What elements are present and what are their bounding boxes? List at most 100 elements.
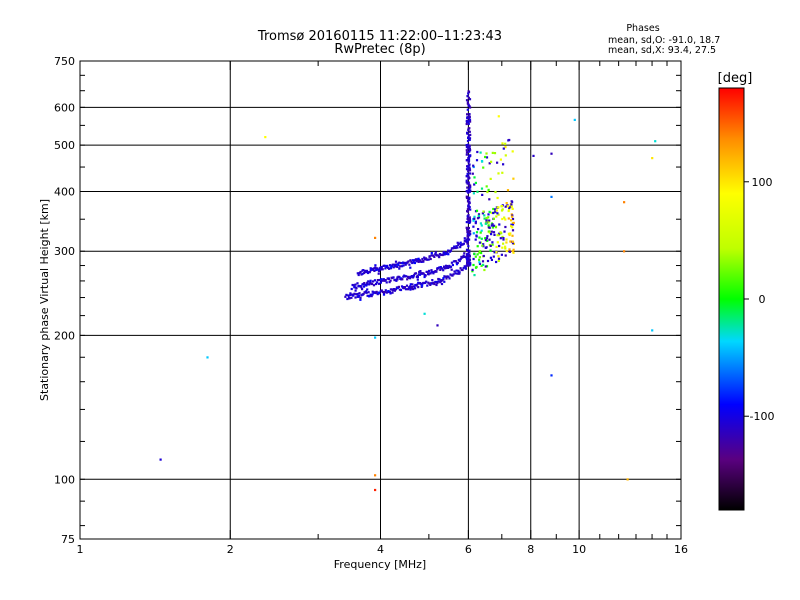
data-point — [409, 259, 412, 262]
data-point — [358, 292, 361, 295]
data-point — [468, 150, 471, 153]
data-point — [468, 217, 471, 221]
data-point — [466, 139, 470, 143]
data-point — [469, 219, 472, 222]
data-point — [502, 163, 505, 166]
data-point — [444, 252, 447, 255]
data-point — [466, 208, 469, 211]
data-point — [508, 250, 511, 253]
data-point — [467, 147, 470, 150]
data-point — [417, 286, 420, 289]
data-point — [504, 205, 507, 208]
data-point — [381, 279, 384, 282]
data-point — [503, 230, 506, 233]
data-point — [356, 292, 359, 296]
data-point — [467, 237, 470, 240]
data-point — [499, 231, 502, 234]
data-point — [506, 205, 509, 208]
data-point — [467, 229, 470, 232]
data-point — [504, 146, 507, 149]
data-point — [473, 183, 476, 186]
data-point — [468, 238, 471, 241]
data-point — [382, 278, 385, 281]
data-point — [511, 242, 515, 245]
data-point — [492, 207, 495, 211]
data-point — [532, 154, 535, 157]
data-point — [398, 267, 401, 270]
data-point — [445, 277, 448, 280]
data-point — [457, 269, 460, 272]
data-point — [365, 269, 369, 272]
data-point — [467, 136, 470, 139]
data-point — [478, 251, 481, 254]
data-point — [468, 205, 471, 209]
data-point — [468, 98, 472, 101]
data-point — [502, 238, 505, 241]
data-point — [393, 289, 396, 292]
data-point — [436, 267, 439, 270]
data-point — [476, 217, 480, 220]
data-point — [465, 221, 468, 224]
data-point — [440, 282, 444, 286]
data-point — [476, 253, 479, 256]
data-point — [469, 149, 472, 152]
data-point — [418, 270, 421, 273]
data-point — [511, 217, 515, 221]
x-tick-labels: 1 2 4 6 8 10 16 — [77, 543, 689, 556]
data-point — [478, 258, 481, 261]
phases-heading: Phases — [626, 23, 659, 34]
data-point — [359, 298, 362, 301]
data-point — [468, 138, 471, 141]
data-point — [455, 269, 458, 272]
data-point — [370, 295, 373, 298]
data-point — [352, 284, 355, 287]
data-point — [457, 243, 460, 247]
data-point — [467, 257, 470, 260]
data-point — [348, 297, 351, 300]
data-point — [409, 288, 412, 291]
data-point — [369, 279, 372, 282]
data-point — [359, 285, 362, 288]
data-point — [413, 261, 416, 265]
data-point — [481, 244, 484, 247]
data-point — [466, 235, 469, 238]
data-point — [441, 267, 444, 270]
data-point — [461, 256, 464, 259]
data-point — [385, 265, 388, 268]
x-tick-label: 6 — [465, 543, 472, 556]
data-point — [374, 488, 377, 492]
data-point — [476, 190, 479, 193]
data-point — [505, 250, 508, 253]
data-point — [507, 217, 510, 220]
data-point — [374, 236, 377, 239]
data-point — [467, 164, 471, 167]
data-point — [468, 155, 471, 158]
data-point — [498, 244, 501, 248]
data-point — [468, 254, 471, 257]
data-point — [462, 242, 465, 245]
data-point — [510, 203, 513, 206]
data-point — [441, 253, 444, 257]
data-point — [487, 224, 490, 227]
data-point — [623, 250, 626, 253]
data-point — [432, 281, 435, 284]
data-point — [468, 137, 472, 140]
data-point — [434, 251, 437, 254]
data-point — [492, 255, 495, 258]
data-point — [511, 229, 515, 232]
data-point — [396, 287, 399, 290]
data-point — [466, 230, 469, 233]
data-point — [496, 196, 499, 200]
data-point — [466, 113, 469, 116]
data-point — [465, 149, 468, 152]
data-point — [472, 263, 475, 267]
data-point — [465, 179, 468, 182]
data-point — [511, 240, 515, 243]
data-point — [362, 292, 365, 296]
data-point — [414, 258, 417, 261]
data-point — [495, 209, 498, 212]
chart-title-line1: Tromsø 20160115 11:22:00–11:23:43 — [257, 29, 502, 44]
data-point — [367, 291, 370, 294]
data-point — [406, 278, 409, 281]
data-point — [420, 285, 423, 288]
